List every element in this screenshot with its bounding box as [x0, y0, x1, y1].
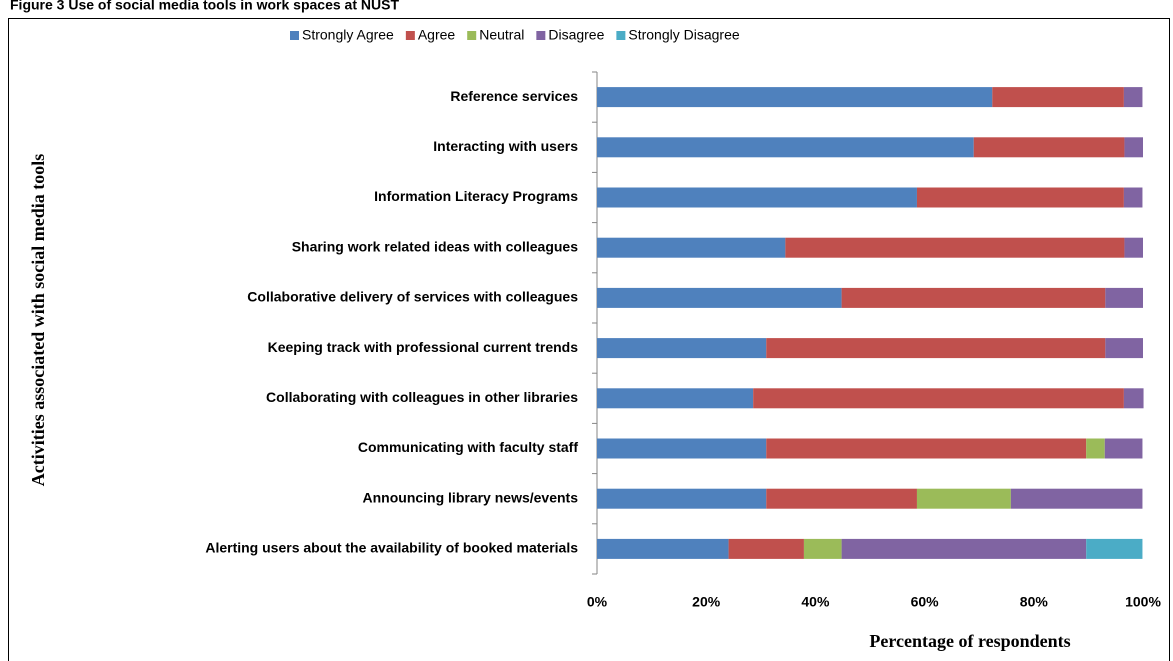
x-tick-label: 20%: [692, 594, 721, 610]
legend-label: Strongly Disagree: [628, 27, 739, 43]
legend-label: Neutral: [479, 27, 524, 43]
category-label: Reference services: [450, 88, 578, 104]
bar-segment: [766, 438, 1087, 459]
legend-swatch: [290, 31, 299, 40]
bar-segment: [785, 237, 1125, 258]
category-label: Sharing work related ideas with colleagu…: [292, 238, 579, 254]
category-label: Collaborating with colleagues in other l…: [266, 389, 578, 405]
legend-swatch: [467, 31, 477, 40]
bar-segment: [1124, 237, 1143, 258]
legend-swatch: [536, 31, 546, 40]
category-label: Interacting with users: [433, 138, 578, 154]
bar-segment: [1104, 438, 1143, 459]
bar-segment: [597, 488, 767, 509]
bar-segment: [1086, 538, 1143, 559]
category-label: Collaborative delivery of services with …: [247, 289, 578, 305]
chart-title: Figure 3 Use of social media tools in wo…: [10, 0, 399, 13]
category-label: Alerting users about the availability of…: [205, 540, 578, 556]
bar-segment: [973, 137, 1125, 158]
category-label: Information Literacy Programs: [374, 188, 578, 204]
legend-label: Disagree: [548, 27, 604, 43]
x-tick-label: 80%: [1020, 594, 1049, 610]
bar-segment: [597, 338, 767, 359]
bar-segment: [597, 538, 729, 559]
x-tick-label: 100%: [1125, 594, 1161, 610]
bar-segment: [597, 187, 917, 208]
category-label: Communicating with faculty staff: [358, 439, 578, 455]
bar-segment: [1105, 287, 1143, 308]
bar-segment: [1086, 438, 1105, 459]
bar-segment: [916, 488, 1011, 509]
y-axis-label: Activities associated with social media …: [28, 154, 48, 486]
bar-segment: [1123, 87, 1143, 108]
x-tick-label: 40%: [801, 594, 830, 610]
bar-segment: [1010, 488, 1143, 509]
bar-segment: [841, 538, 1087, 559]
x-tick-label: 0%: [587, 594, 608, 610]
bar-segment: [803, 538, 842, 559]
legend-swatch: [616, 31, 626, 40]
bar-segment: [597, 287, 842, 308]
category-label: Keeping track with professional current …: [268, 339, 579, 355]
category-label: Announcing library news/events: [363, 489, 579, 505]
bar-segment: [1123, 187, 1143, 208]
legend-label: Strongly Agree: [302, 27, 394, 43]
legend-swatch: [405, 31, 415, 40]
bar-segment: [597, 237, 786, 258]
bar-segment: [597, 87, 993, 108]
bar-segment: [766, 488, 917, 509]
bar-segment: [597, 438, 767, 459]
bar-segment: [753, 388, 1124, 409]
frame: [8, 18, 1170, 661]
bar-segment: [1123, 388, 1144, 409]
legend-label: Agree: [418, 27, 456, 43]
x-tick-label: 60%: [911, 594, 940, 610]
bar-segment: [766, 338, 1106, 359]
bar-segment: [992, 87, 1124, 108]
bar-segment: [841, 287, 1106, 308]
bar-segment: [597, 388, 754, 409]
legend: Strongly Agree Agree Neutral Disagree Strong…: [290, 27, 740, 43]
bar-segment: [916, 187, 1124, 208]
bar-segment: [1124, 137, 1143, 158]
bar-segment: [728, 538, 804, 559]
x-axis-label: Percentage of respondents: [869, 631, 1070, 651]
bar-segment: [597, 137, 974, 158]
bar-segment: [1105, 338, 1143, 359]
